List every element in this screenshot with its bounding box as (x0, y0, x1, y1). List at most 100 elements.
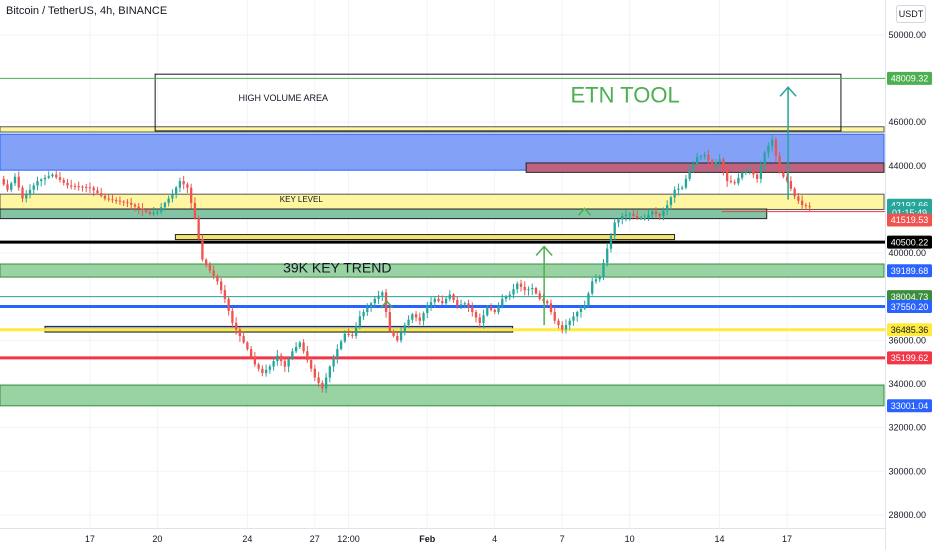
drawings-layer: HIGH VOLUME AREA KEY LEVEL 39K KEY TREND ET… (239, 83, 797, 326)
candle-body (152, 212, 155, 214)
candle-body (456, 300, 459, 306)
candle-body (759, 165, 763, 179)
candle-body (43, 177, 47, 180)
candle-body (733, 182, 736, 184)
x-tick-label: 27 (310, 534, 320, 544)
candle-body (459, 304, 463, 306)
chevron-mark (578, 207, 592, 216)
candle-body (197, 218, 200, 239)
candle-body (279, 355, 283, 362)
y-tick-label: 34000.00 (888, 379, 926, 389)
candle-body (433, 298, 436, 303)
candle-body (609, 235, 613, 249)
candle-body (231, 310, 234, 323)
candle-body (351, 334, 354, 336)
candle-body (336, 349, 339, 358)
candle-body (486, 307, 489, 316)
candle-body (28, 189, 32, 195)
candle-body (92, 187, 95, 191)
candle-body (763, 152, 766, 166)
candle-body (444, 298, 448, 304)
candle-body (576, 312, 579, 317)
candle-body (47, 176, 50, 178)
time-axis[interactable]: 17 20 24 27 12:00 Feb 4 7 10 14 17 (85, 534, 792, 544)
price-label-text: 01:15:49 (892, 208, 927, 218)
candle-body (354, 326, 358, 336)
candle-body (201, 238, 204, 260)
candle-body (564, 325, 568, 330)
candle-body (785, 176, 789, 182)
candle-body (774, 139, 778, 156)
candle-body (156, 211, 159, 213)
candle-body (624, 214, 628, 216)
candle-body (673, 189, 676, 198)
candle-body (684, 178, 688, 188)
candle-body (651, 211, 654, 215)
candle-body (594, 279, 598, 282)
candle-body (508, 294, 511, 297)
candle-body (249, 349, 253, 357)
candle-body (437, 298, 440, 302)
price-label-text: 42192.66 (891, 201, 929, 211)
candle-body (148, 212, 152, 214)
candle-body (2, 178, 5, 185)
candle-body (347, 333, 350, 335)
candle-body (268, 366, 272, 370)
candle-body (778, 156, 781, 173)
candle-body (748, 170, 751, 172)
candle-body (309, 360, 313, 369)
candle-body (770, 139, 774, 147)
symbol-title[interactable]: Bitcoin / TetherUS, 4h, BINANCE (6, 5, 168, 17)
candle-body (253, 356, 257, 365)
candle-body (294, 346, 298, 352)
candle-body (711, 160, 714, 166)
zone-rect (0, 263, 885, 278)
price-label-tag (887, 264, 932, 278)
candle-body (100, 193, 103, 196)
candle-body (767, 146, 770, 153)
candle-body (669, 197, 673, 206)
zone-rect (174, 234, 676, 241)
candle-body (324, 377, 328, 389)
high-volume-box (154, 73, 842, 132)
candle-body (658, 213, 661, 216)
candle-body (272, 361, 275, 367)
y-tick-label: 40000.00 (888, 248, 926, 258)
candle-body (471, 307, 474, 312)
candle-body (418, 317, 421, 321)
candle-body (591, 281, 594, 294)
candle-body (722, 159, 725, 171)
x-tick-label: Feb (419, 534, 436, 544)
price-label-text: 48009.32 (891, 74, 929, 84)
candle-body (321, 382, 324, 389)
candle-body (115, 200, 118, 201)
candle-body (122, 201, 125, 203)
candle-body (703, 154, 706, 156)
candle-body (141, 208, 144, 211)
candle-body (32, 185, 35, 190)
price-label-tag (887, 213, 932, 227)
y-tick-label: 32000.00 (888, 423, 926, 433)
x-tick-label: 4 (492, 534, 497, 544)
candle-body (137, 206, 140, 209)
candle-body (688, 170, 691, 179)
candle-body (568, 320, 571, 326)
candle-body (257, 364, 260, 369)
candle-body (51, 174, 54, 177)
price-label-tag (887, 290, 932, 304)
candle-body (377, 295, 380, 299)
candle-body (88, 187, 92, 189)
price-label-text: 41519.53 (891, 215, 929, 225)
candle-body (523, 286, 526, 291)
candle-body (752, 170, 755, 175)
currency-button[interactable]: USDT (896, 5, 926, 23)
candle-body (493, 309, 496, 312)
y-tick-label: 28000.00 (888, 510, 926, 520)
arrow-head (535, 245, 553, 257)
candle-body (145, 210, 148, 212)
candle-body (497, 305, 500, 312)
candle-body (130, 202, 133, 205)
candle-body (306, 351, 309, 360)
